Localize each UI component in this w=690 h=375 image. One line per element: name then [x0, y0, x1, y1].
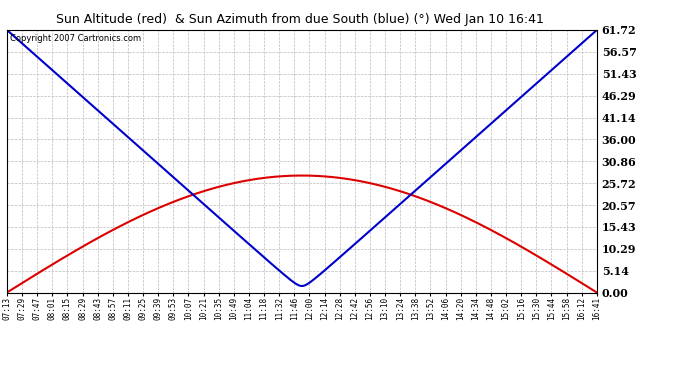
Text: Sun Altitude (red)  & Sun Azimuth from due South (blue) (°) Wed Jan 10 16:41: Sun Altitude (red) & Sun Azimuth from du…	[56, 13, 544, 26]
Text: Copyright 2007 Cartronics.com: Copyright 2007 Cartronics.com	[10, 34, 141, 43]
